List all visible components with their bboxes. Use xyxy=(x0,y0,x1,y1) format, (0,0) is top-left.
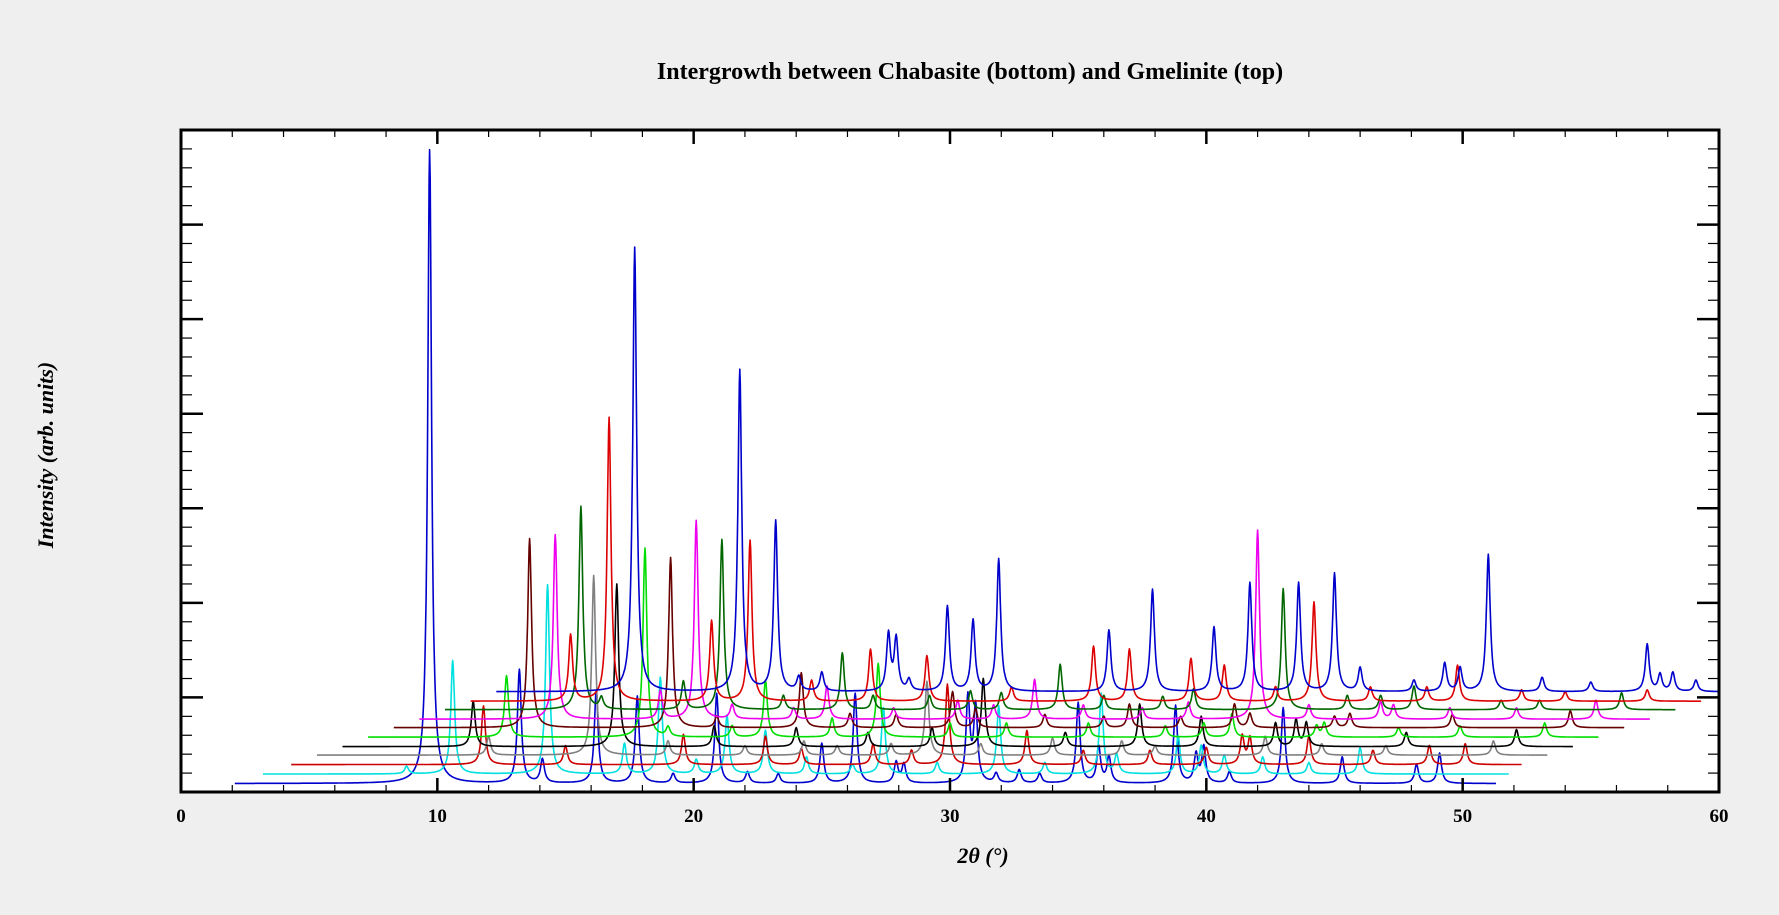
series-line-3 xyxy=(290,683,1522,766)
x-tick-labels: 0 10 20 30 40 50 60 xyxy=(176,806,1728,827)
series-line-10 xyxy=(470,416,1702,702)
series-line-8 xyxy=(419,519,1651,720)
y-axis-label: Intensity (arb. units) xyxy=(33,362,58,549)
x-axis-label: 2θ (°) xyxy=(956,843,1008,868)
series-line-6 xyxy=(367,547,1599,738)
series-line-5 xyxy=(342,583,1574,748)
x-tick-label: 0 xyxy=(176,806,186,827)
x-tick-label: 30 xyxy=(941,806,960,827)
series-line-9 xyxy=(444,505,1676,711)
x-tick-label: 20 xyxy=(684,806,703,827)
series-line-2 xyxy=(262,583,1510,775)
series-layer xyxy=(234,148,1720,785)
chart-title: Intergrowth between Chabasite (bottom) a… xyxy=(657,59,1283,85)
series-line-11 xyxy=(496,246,1720,693)
x-tick-label: 60 xyxy=(1710,806,1729,827)
series-line-7 xyxy=(393,537,1625,729)
plot-area xyxy=(181,130,1719,792)
series-line-1 xyxy=(234,148,1497,785)
x-tick-label: 50 xyxy=(1453,806,1472,827)
x-tick-label: 40 xyxy=(1197,806,1216,827)
plot-frame xyxy=(179,128,1721,794)
x-tick-label: 10 xyxy=(428,806,447,827)
series-line-4 xyxy=(316,574,1548,756)
